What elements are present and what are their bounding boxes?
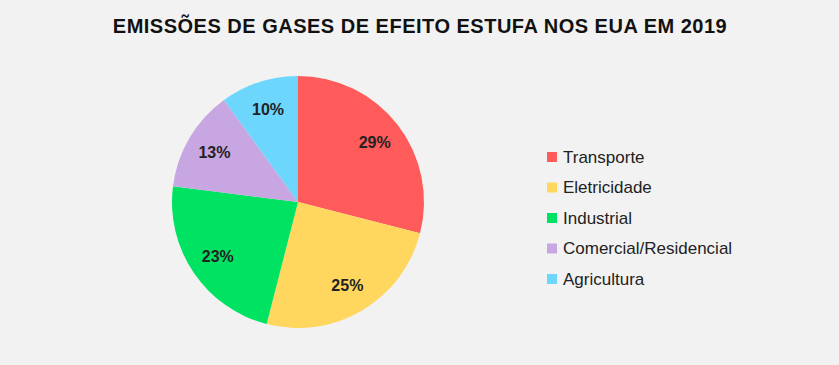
pie: 29% 25% 23% 13% 10%: [172, 76, 424, 328]
legend-item: Comercial/Residencial: [547, 239, 732, 258]
legend-swatch: [547, 183, 557, 193]
chart: EMISSÕES DE GASES DE EFEITO ESTUFA NOS E…: [0, 0, 839, 365]
pie-slice: [172, 186, 298, 324]
background: [0, 0, 839, 365]
legend-swatch: [547, 152, 557, 162]
legend-item: Transporte: [547, 148, 645, 167]
data-label: 10%: [252, 101, 284, 118]
chart-title: EMISSÕES DE GASES DE EFEITO ESTUFA NOS E…: [113, 14, 727, 37]
legend-label: Transporte: [563, 148, 645, 167]
legend-label: Eletricidade: [563, 178, 652, 197]
legend-label: Agricultura: [563, 270, 645, 289]
data-label: 25%: [331, 277, 363, 294]
legend-item: Agricultura: [547, 270, 645, 289]
legend-label: Comercial/Residencial: [563, 239, 732, 258]
data-label: 29%: [359, 134, 391, 151]
data-label: 13%: [198, 144, 230, 161]
legend-swatch: [547, 213, 557, 223]
legend-swatch: [547, 274, 557, 284]
data-label: 23%: [202, 248, 234, 265]
legend-label: Industrial: [563, 209, 632, 228]
legend-item: Eletricidade: [547, 178, 652, 197]
pie-slice: [224, 76, 298, 202]
legend: Transporte Eletricidade Industrial Comercia…: [547, 148, 732, 289]
legend-item: Industrial: [547, 209, 632, 228]
legend-swatch: [547, 244, 557, 254]
